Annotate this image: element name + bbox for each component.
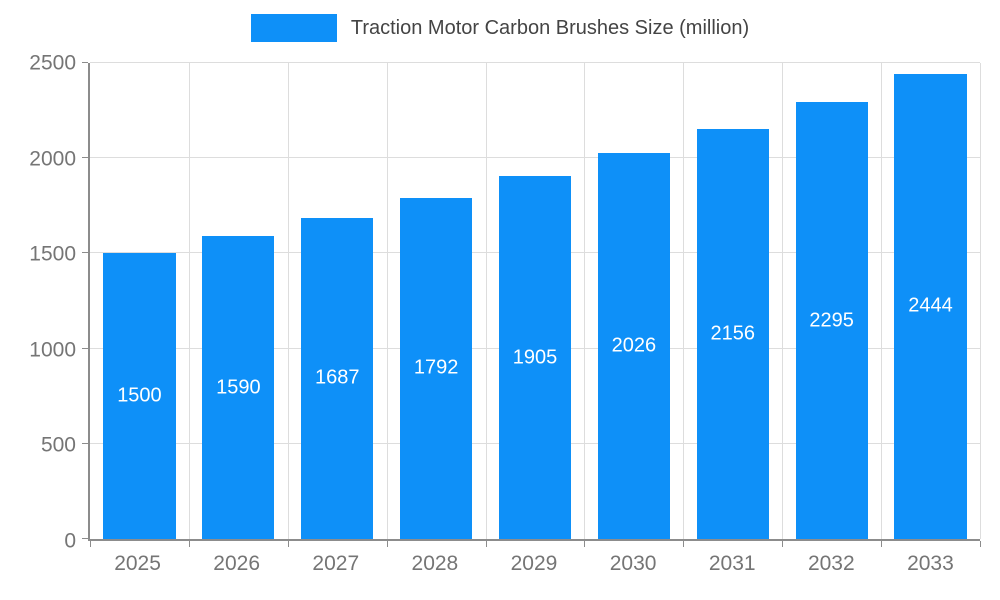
x-axis-tick (782, 541, 784, 547)
bar-2033: 2444 (894, 73, 967, 539)
bar-value-label: 1687 (314, 366, 360, 389)
x-tick-label-2033: 2033 (907, 552, 954, 575)
x-axis: 2025 2026 2027 2028 2029 2030 2031 2032 2033 (88, 552, 980, 582)
gridline-vertical (188, 63, 190, 539)
plot-area: 1500 1590 1687 1792 1905 2026 2156 2295 2444 (82, 62, 981, 547)
gridline-vertical (881, 63, 883, 539)
gridline-vertical (287, 63, 289, 539)
chart-legend[interactable]: Traction Motor Carbon Brushes Size (mill… (0, 14, 1000, 42)
y-tick-label: 500 (40, 433, 76, 457)
bar-2026: 1590 (202, 236, 275, 539)
bar-2032: 2295 (795, 102, 868, 539)
x-tick-label-2030: 2030 (609, 552, 657, 575)
gridline-vertical (683, 63, 685, 539)
x-axis-tick (90, 541, 91, 547)
bar-value-label: 2156 (710, 322, 756, 345)
bar-value-label: 1500 (117, 384, 162, 407)
legend-label: Traction Motor Carbon Brushes Size (mill… (350, 16, 750, 39)
x-tick-label-2026: 2026 (213, 552, 261, 575)
x-tick-label-2027: 2027 (312, 552, 360, 575)
x-tick-label-2032: 2032 (807, 552, 855, 575)
bar-value-label: 2444 (908, 294, 953, 317)
y-axis-tick (82, 252, 88, 254)
x-tick-label-2028: 2028 (411, 552, 459, 575)
gridline-horizontal (90, 62, 980, 63)
y-tick-label: 1000 (29, 338, 76, 362)
y-axis-tick (82, 347, 88, 349)
gridline-vertical (485, 63, 487, 539)
bar-value-label: 1792 (413, 356, 459, 379)
y-tick-label: 2000 (29, 147, 76, 171)
x-tick-label-2031: 2031 (708, 552, 756, 575)
gridline-vertical (584, 63, 586, 539)
bar-2025: 1500 (103, 253, 176, 539)
bar-2030: 2026 (597, 153, 670, 539)
gridline-vertical (980, 63, 981, 539)
y-axis-tick (82, 538, 88, 539)
y-axis: 0 500 1000 1500 2000 2500 (0, 53, 76, 552)
y-axis-tick (82, 442, 88, 444)
legend-swatch (250, 14, 337, 42)
bar-2029: 1905 (498, 176, 572, 539)
bar-value-label: 1590 (216, 376, 261, 399)
x-axis-tick (287, 541, 289, 547)
x-axis-tick (980, 541, 981, 547)
bar-value-label: 1905 (512, 346, 558, 369)
bar-2031: 2156 (696, 128, 769, 539)
y-tick-label: 1500 (29, 242, 76, 266)
bar-value-label: 2026 (611, 334, 657, 357)
gridline-vertical (782, 63, 784, 539)
x-axis-tick (485, 541, 487, 547)
x-axis-tick (584, 541, 586, 547)
x-axis-tick (386, 541, 388, 547)
bar-value-label: 2295 (809, 309, 854, 332)
y-axis-tick (82, 157, 88, 159)
y-axis-tick (82, 62, 88, 63)
x-tick-label-2029: 2029 (510, 552, 558, 575)
x-axis-tick (881, 541, 883, 547)
bar-2027: 1687 (301, 217, 374, 539)
y-tick-label: 2500 (29, 51, 76, 75)
y-tick-label: 0 (64, 529, 76, 553)
x-tick-label-2025: 2025 (114, 552, 161, 575)
x-axis-tick (188, 541, 190, 547)
bar-2028: 1792 (400, 197, 473, 539)
x-axis-tick (683, 541, 685, 547)
gridline-vertical (386, 63, 388, 539)
gridline-horizontal (90, 157, 980, 159)
